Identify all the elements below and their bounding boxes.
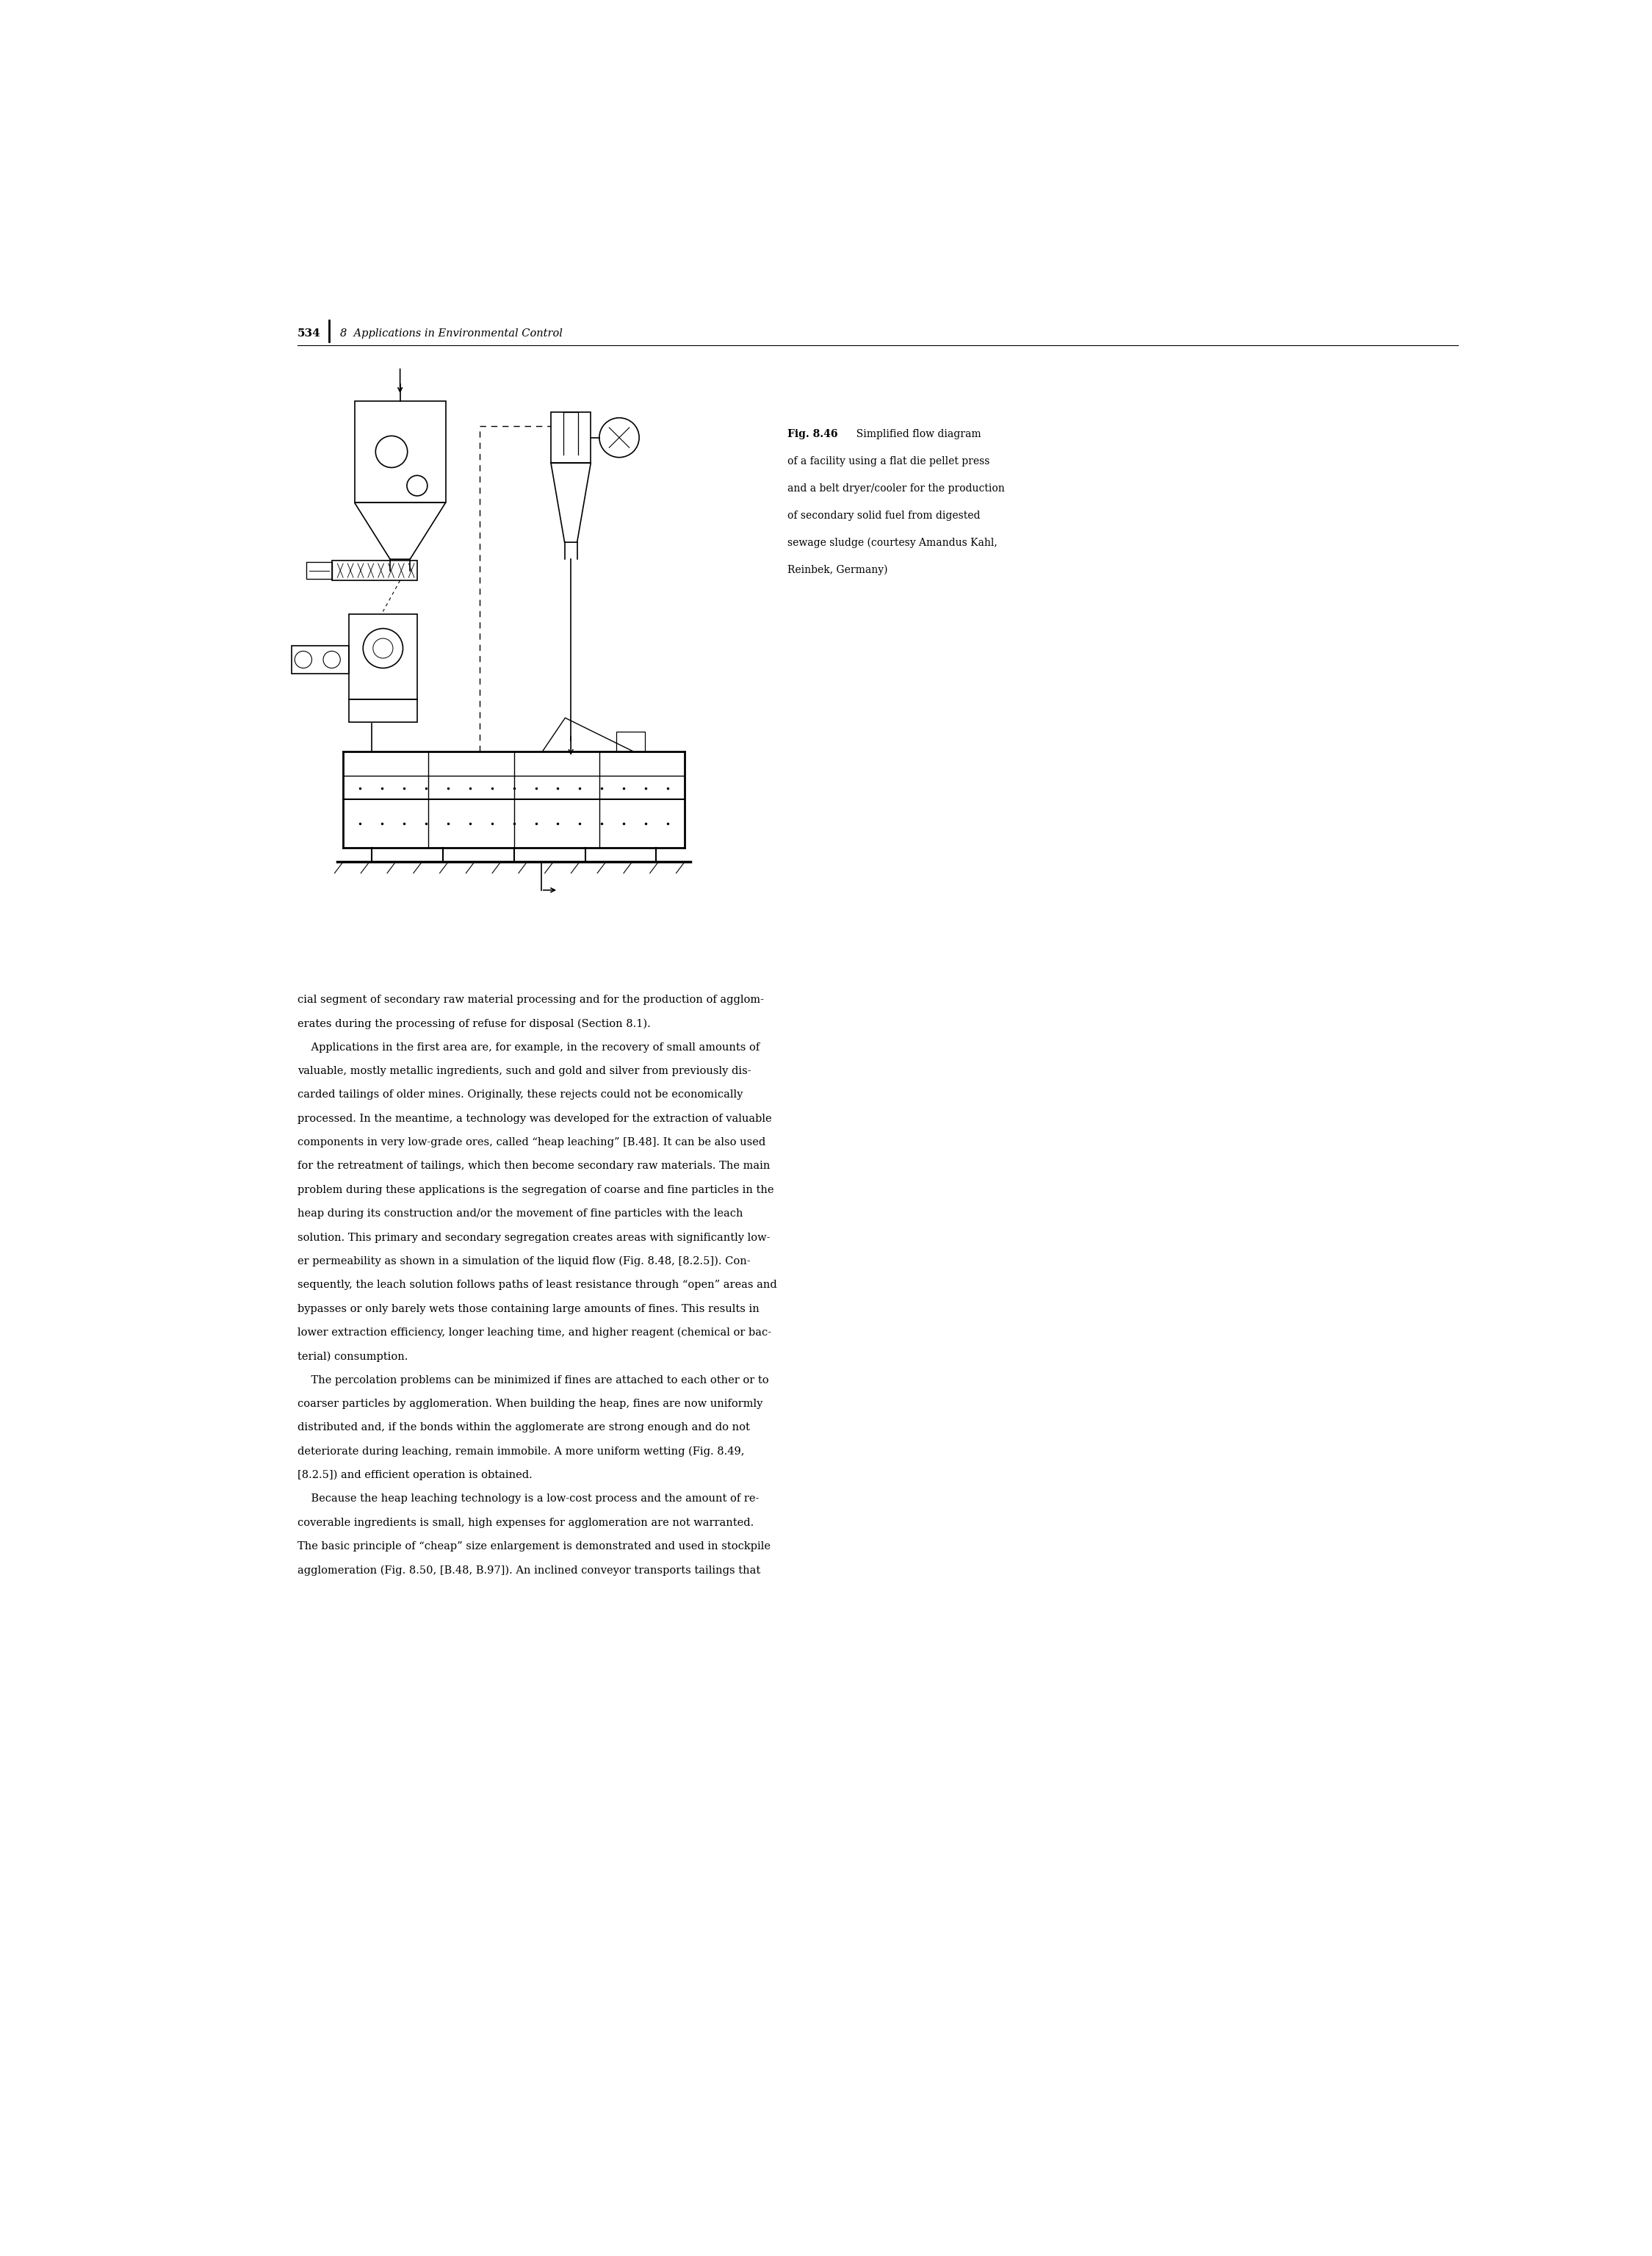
Text: [8.2.5]) and efficient operation is obtained.: [8.2.5]) and efficient operation is obta… [297,1471,532,1480]
Text: Simplified flow diagram: Simplified flow diagram [849,429,981,440]
Text: of secondary solid fuel from digested: of secondary solid fuel from digested [786,510,980,521]
Bar [349,699,418,722]
Text: agglomeration (Fig. 8.50, [B.48, B.97]). An inclined conveyor transports tailing: agglomeration (Fig. 8.50, [B.48, B.97]).… [297,1566,760,1575]
Text: sequently, the leach solution follows paths of least resistance through “open” a: sequently, the leach solution follows pa… [297,1279,776,1290]
Bar [332,562,418,580]
Text: erates during the processing of refuse for disposal (Section 8.1).: erates during the processing of refuse f… [297,1017,651,1029]
Text: cial segment of secondary raw material processing and for the production of aggl: cial segment of secondary raw material p… [297,995,763,1004]
Text: distributed and, if the bonds within the agglomerate are strong enough and do no: distributed and, if the bonds within the… [297,1421,750,1433]
Text: Fig. 8.46: Fig. 8.46 [786,429,838,440]
Text: coarser particles by agglomeration. When building the heap, fines are now unifor: coarser particles by agglomeration. When… [297,1399,763,1410]
Bar [292,645,349,675]
Text: The basic principle of “cheap” size enlargement is demonstrated and used in stoc: The basic principle of “cheap” size enla… [297,1541,770,1552]
Text: Reinbek, Germany): Reinbek, Germany) [786,564,887,575]
Bar [550,413,591,462]
Text: solution. This primary and secondary segregation creates areas with significantl: solution. This primary and secondary seg… [297,1232,770,1243]
Text: 8  Applications in Environmental Control: 8 Applications in Environmental Control [340,329,563,338]
Text: and a belt dryer/cooler for the production: and a belt dryer/cooler for the producti… [786,483,1004,494]
Text: er permeability as shown in a simulation of the liquid flow (Fig. 8.48, [8.2.5]): er permeability as shown in a simulation… [297,1257,750,1266]
Text: The percolation problems can be minimized if fines are attached to each other or: The percolation problems can be minimize… [297,1374,768,1385]
Text: for the retreatment of tailings, which then become secondary raw materials. The : for the retreatment of tailings, which t… [297,1162,770,1171]
Text: heap during its construction and/or the movement of fine particles with the leac: heap during its construction and/or the … [297,1209,743,1218]
Text: carded tailings of older mines. Originally, these rejects could not be economica: carded tailings of older mines. Original… [297,1090,743,1101]
Text: lower extraction efficiency, longer leaching time, and higher reagent (chemical : lower extraction efficiency, longer leac… [297,1327,771,1338]
Text: deteriorate during leaching, remain immobile. A more uniform wetting (Fig. 8.49,: deteriorate during leaching, remain immo… [297,1446,745,1457]
Text: components in very low-grade ores, called “heap leaching” [B.48]. It can be also: components in very low-grade ores, calle… [297,1137,765,1148]
Bar [355,402,446,503]
Bar [616,731,644,751]
Bar [349,614,418,699]
Text: problem during these applications is the segregation of coarse and fine particle: problem during these applications is the… [297,1184,773,1196]
Bar [306,562,332,580]
Text: Applications in the first area are, for example, in the recovery of small amount: Applications in the first area are, for … [297,1042,760,1054]
Text: terial) consumption.: terial) consumption. [297,1351,408,1363]
Text: valuable, mostly metallic ingredients, such and gold and silver from previously : valuable, mostly metallic ingredients, s… [297,1067,752,1076]
Text: of a facility using a flat die pellet press: of a facility using a flat die pellet pr… [786,456,990,467]
Text: coverable ingredients is small, high expenses for agglomeration are not warrante: coverable ingredients is small, high exp… [297,1518,753,1527]
Text: sewage sludge (courtesy Amandus Kahl,: sewage sludge (courtesy Amandus Kahl, [786,537,998,548]
Text: Because the heap leaching technology is a low-cost process and the amount of re-: Because the heap leaching technology is … [297,1493,760,1505]
Text: bypasses or only barely wets those containing large amounts of fines. This resul: bypasses or only barely wets those conta… [297,1304,760,1313]
Text: 534: 534 [297,329,320,338]
Text: processed. In the meantime, a technology was developed for the extraction of val: processed. In the meantime, a technology… [297,1114,771,1123]
